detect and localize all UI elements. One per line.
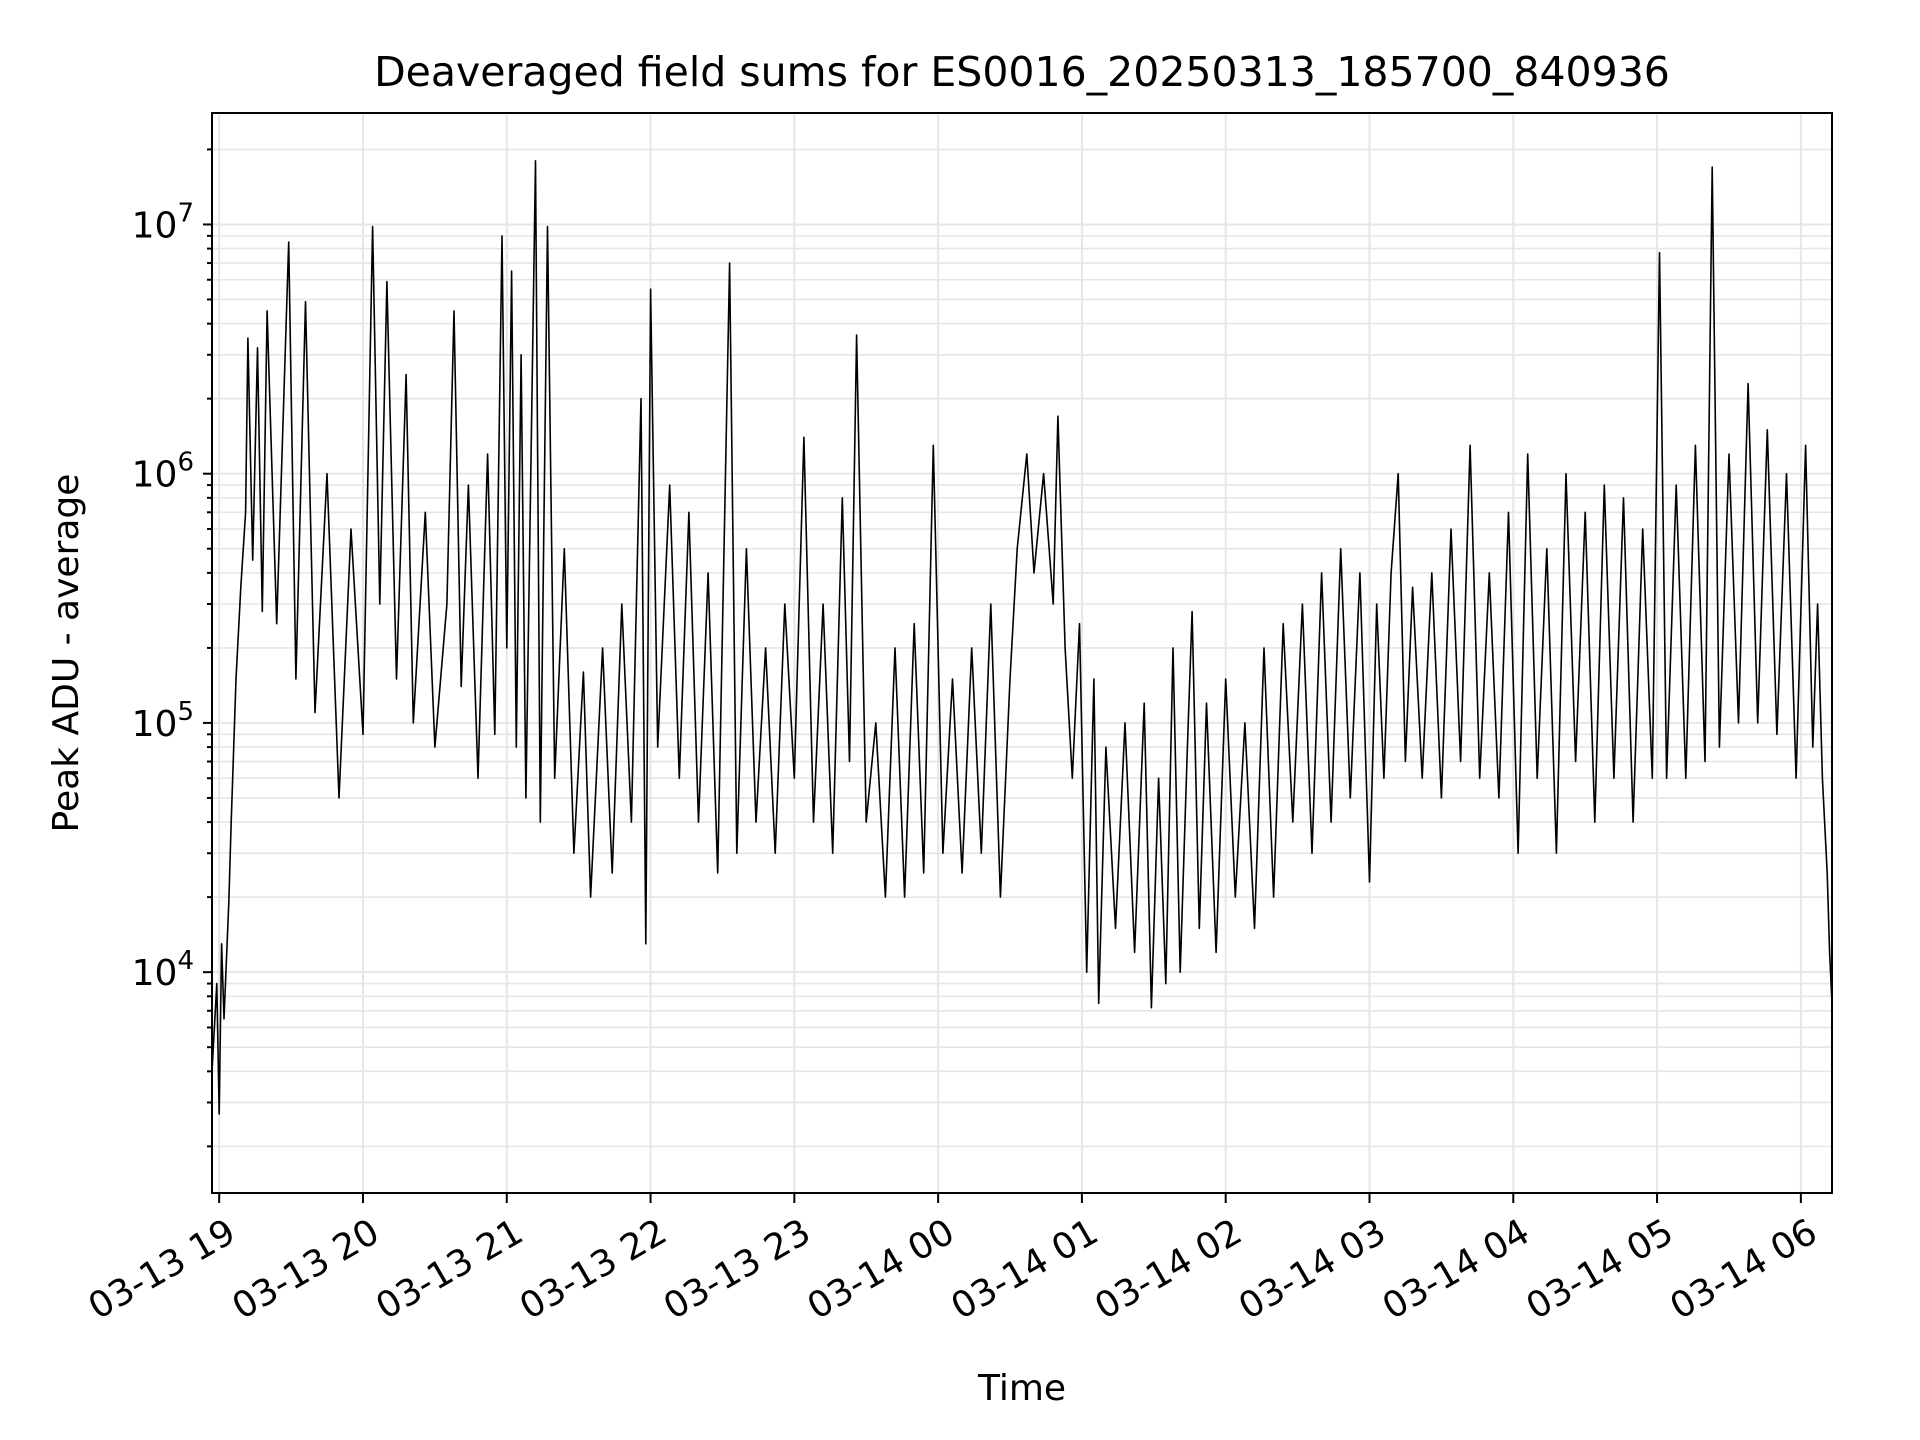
x-axis-label: Time — [977, 1368, 1066, 1409]
chart-title: Deaveraged field sums for ES0016_2025031… — [374, 48, 1670, 96]
series-layer — [211, 160, 1833, 1115]
series-line — [211, 160, 1833, 1115]
plot-frame — [211, 112, 1833, 1194]
y-axis-label: Peak ADU - average — [46, 474, 87, 833]
